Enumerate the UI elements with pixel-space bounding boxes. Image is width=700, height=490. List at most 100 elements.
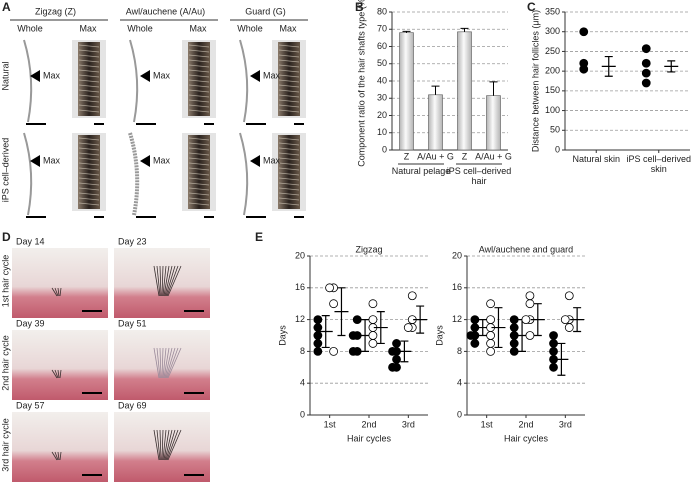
- shaft-pattern: [188, 69, 210, 73]
- shaft-pattern: [278, 162, 300, 166]
- hair-strand: [162, 347, 167, 379]
- row-label: 3rd hair cycle: [0, 418, 10, 472]
- y-tick-label: 0: [457, 409, 462, 419]
- hair-strand: [156, 429, 161, 461]
- shaft-pattern: [278, 142, 300, 146]
- error-bar: [402, 30, 411, 33]
- shaft-pattern: [78, 167, 100, 171]
- data-point: [521, 315, 531, 325]
- hair-strand: [54, 369, 59, 379]
- shaft-pattern: [78, 182, 100, 186]
- hair-strand: [166, 429, 179, 461]
- y-tick-label: 16: [452, 282, 462, 292]
- data-point: [641, 58, 651, 68]
- bar: [428, 94, 443, 151]
- mean-sd-bar: [318, 315, 333, 349]
- arrow-label: Max: [43, 155, 61, 165]
- shaft-pattern: [78, 89, 100, 93]
- shaft-pattern: [78, 142, 100, 146]
- hair-strand: [164, 429, 173, 461]
- group-label: iPS cell–derived hair: [446, 166, 512, 186]
- shaft-pattern: [78, 94, 100, 98]
- mean-sd-bar: [530, 303, 545, 337]
- y-tick-label: 8: [300, 346, 305, 356]
- y-tick-label: 40: [377, 75, 387, 85]
- hair-strand: [159, 429, 162, 461]
- shaft-pattern: [188, 152, 210, 156]
- hair-strand: [54, 287, 59, 297]
- mean-sd-bar: [373, 311, 388, 345]
- data-point: [486, 339, 496, 348]
- hair-strand: [156, 347, 161, 379]
- data-point: [368, 339, 378, 348]
- error-bar: [460, 27, 469, 32]
- x-tick-label: 1st: [324, 419, 337, 429]
- data-point: [403, 323, 413, 332]
- x-axis-label: Hair cycles: [347, 433, 392, 443]
- x-tick-label-box: iPS cell–derived skin: [626, 154, 691, 174]
- shaft-pattern: [78, 187, 100, 191]
- data-point: [470, 339, 480, 348]
- shaft-pattern: [278, 202, 300, 206]
- shaft-pattern: [188, 172, 210, 176]
- subheader: Max: [79, 23, 97, 33]
- shaft-pattern: [278, 152, 300, 156]
- x-tick-label: 3rd: [402, 419, 415, 429]
- x-tick-label: 2nd: [518, 419, 533, 429]
- hair-strand: [162, 265, 167, 297]
- shaft-pattern: [278, 172, 300, 176]
- hair-strand: [54, 451, 59, 461]
- hair-strand: [51, 287, 58, 297]
- day-label: Day 69: [118, 400, 147, 410]
- hair-strand: [163, 265, 170, 297]
- hair-strand: [166, 265, 179, 297]
- x-tick-label: A/Au + G: [417, 151, 454, 161]
- data-point: [368, 299, 378, 309]
- y-tick-label: 50: [377, 58, 387, 68]
- mean-sd-bar: [475, 319, 490, 337]
- shaft-pattern: [188, 79, 210, 83]
- y-tick-label: 10: [377, 127, 387, 137]
- shaft-pattern: [188, 109, 210, 113]
- data-point: [560, 315, 570, 325]
- row-label: Natural: [0, 61, 10, 90]
- data-point: [486, 315, 496, 325]
- data-point: [329, 346, 339, 356]
- shaft-pattern: [278, 104, 300, 108]
- shaft-pattern: [278, 44, 300, 48]
- shaft-pattern: [188, 182, 210, 186]
- shaft-pattern: [78, 99, 100, 103]
- panel-label: B: [355, 0, 364, 14]
- mean-sd-bar: [554, 342, 569, 376]
- subheader: Max: [279, 23, 297, 33]
- data-point: [407, 291, 417, 301]
- day-label: Day 14: [16, 236, 45, 246]
- shaft-pattern: [278, 137, 300, 141]
- y-axis-label: Component ratio of the hair shafts type …: [356, 0, 366, 167]
- shaft-pattern: [78, 59, 100, 63]
- data-point: [525, 331, 535, 340]
- shaft-pattern: [278, 84, 300, 88]
- shaft-pattern: [188, 44, 210, 48]
- shaft-pattern: [78, 44, 100, 48]
- whole-hair: [128, 132, 140, 216]
- data-point: [564, 323, 574, 332]
- hair-strand: [165, 347, 176, 379]
- shaft-pattern: [278, 54, 300, 58]
- shaft-pattern: [188, 147, 210, 151]
- shaft-pattern: [78, 152, 100, 156]
- hair-strand: [166, 347, 179, 379]
- arrowhead: [30, 70, 40, 82]
- shaft-pattern: [188, 137, 210, 141]
- shaft-pattern: [78, 109, 100, 113]
- x-tick-label: 3rd: [559, 419, 572, 429]
- arrow-label: Max: [263, 70, 281, 80]
- shaft-pattern: [188, 177, 210, 181]
- shaft-pattern: [278, 94, 300, 98]
- hair-strand: [57, 369, 60, 379]
- shaft-pattern: [278, 147, 300, 151]
- data-point: [525, 299, 535, 309]
- shaft-pattern: [278, 59, 300, 63]
- y-tick-label: 250: [545, 46, 560, 56]
- hair-strand: [164, 265, 173, 297]
